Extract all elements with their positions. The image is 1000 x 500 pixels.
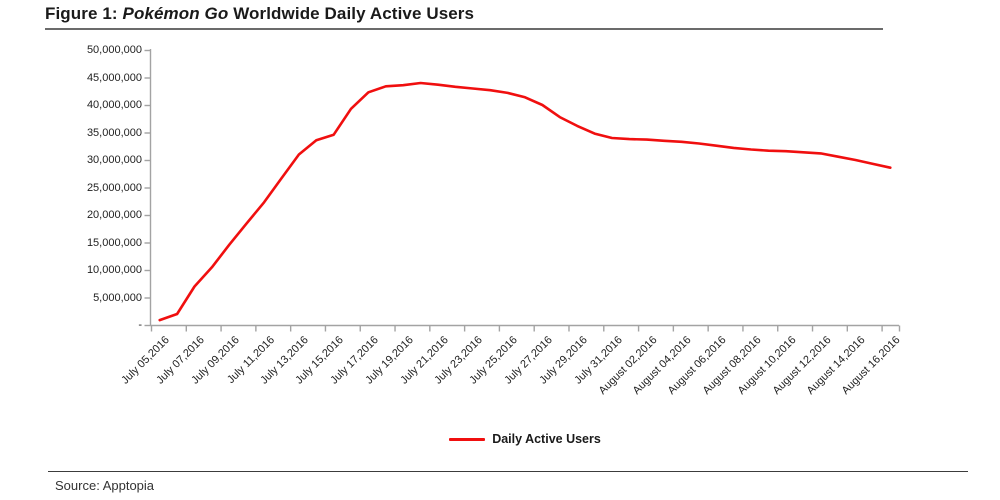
figure-title-italic: Pokémon Go bbox=[122, 4, 229, 23]
footer-rule bbox=[48, 471, 968, 472]
figure-title-prefix: Figure 1: bbox=[45, 4, 123, 23]
y-axis-tick-label: 5,000,000 bbox=[93, 291, 142, 304]
y-axis-tick-label: 45,000,000 bbox=[86, 71, 142, 84]
y-axis-tick-label: 20,000,000 bbox=[86, 209, 142, 221]
axis-ticks bbox=[144, 49, 901, 332]
y-axis-tick-label: 15,000,000 bbox=[86, 236, 142, 249]
dau-line bbox=[158, 81, 892, 322]
legend: Daily Active Users bbox=[151, 430, 899, 448]
figure-title-suffix: Worldwide Daily Active Users bbox=[228, 4, 475, 23]
y-axis-tick-label: 25,000,000 bbox=[86, 181, 142, 194]
legend-line-swatch bbox=[449, 437, 486, 441]
y-axis-tick-label: 40,000,000 bbox=[86, 99, 142, 111]
y-axis-tick-label: 10,000,000 bbox=[86, 264, 142, 276]
figure-title: Figure 1: Pokémon Go Worldwide Daily Act… bbox=[45, 4, 474, 24]
legend-label: Daily Active Users bbox=[492, 432, 601, 446]
title-underline bbox=[45, 28, 883, 30]
y-axis-tick-label: 50,000,000 bbox=[86, 44, 142, 56]
y-axis-tick-label: 30,000,000 bbox=[86, 154, 142, 166]
y-axis-tick-label: 35,000,000 bbox=[86, 126, 142, 139]
y-axis-tick-label: - bbox=[138, 319, 142, 331]
source-text: Source: Apptopia bbox=[55, 478, 155, 493]
